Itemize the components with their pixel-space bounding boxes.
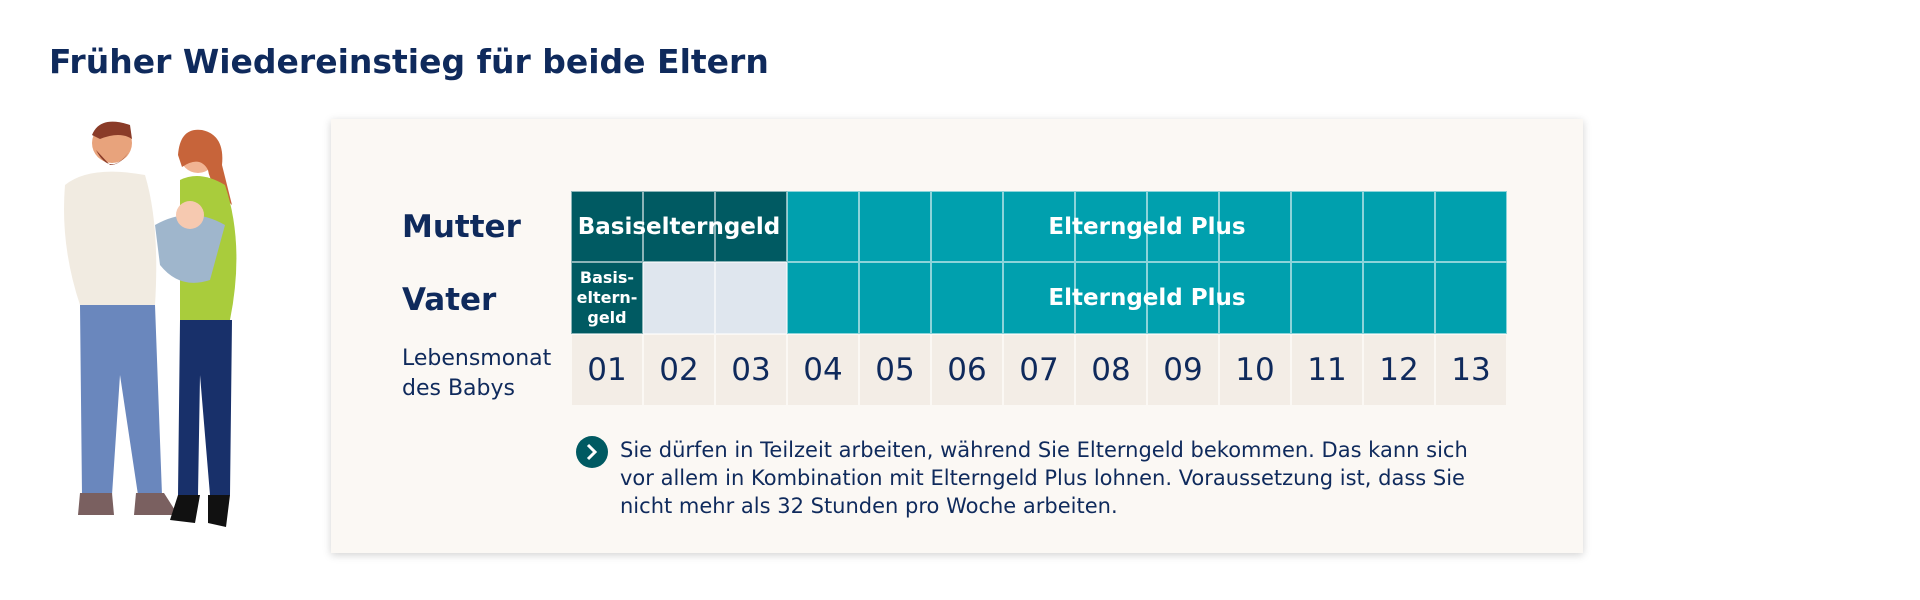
cell (1147, 191, 1219, 262)
month-cell: 10 (1219, 334, 1291, 406)
segment: Elterngeld Plus (787, 262, 1507, 334)
cell (859, 191, 931, 262)
month-cell: 06 (931, 334, 1003, 406)
month-cell: 02 (643, 334, 715, 406)
segment-label: Elterngeld Plus (1048, 285, 1246, 311)
cell (715, 191, 787, 262)
segment-label: Elterngeld Plus (1048, 213, 1246, 240)
months-label: Lebensmonat (402, 346, 552, 371)
segment-label-line: geld (587, 308, 627, 327)
cell (787, 191, 859, 262)
cell (1435, 191, 1507, 262)
cell (787, 262, 859, 334)
cell (571, 191, 643, 262)
note-icon (576, 436, 608, 468)
cell (1363, 191, 1435, 262)
segment: Basis-eltern-geld (571, 262, 643, 334)
month-cell: 11 (1291, 334, 1363, 406)
cell (1291, 191, 1363, 262)
segment: Basiselterngeld (571, 191, 787, 262)
month-cell: 04 (787, 334, 859, 406)
cell (571, 262, 643, 334)
cell (1147, 262, 1219, 334)
title: Früher Wiedereinstieg für beide Eltern (49, 42, 769, 81)
month-cell: 13 (1435, 334, 1507, 406)
months-label: des Babys (402, 376, 515, 401)
month-cell: 07 (1003, 334, 1075, 406)
month-cell: 12 (1363, 334, 1435, 406)
row-label: Mutter (402, 209, 521, 245)
cell (1075, 191, 1147, 262)
segment-label-line: eltern- (576, 288, 638, 307)
illustration (64, 121, 237, 527)
cell (1003, 191, 1075, 262)
cell (643, 262, 715, 334)
cell (643, 191, 715, 262)
cell (1363, 262, 1435, 334)
month-cell: 03 (715, 334, 787, 406)
cell (1291, 262, 1363, 334)
cell (1219, 191, 1291, 262)
month-cell: 05 (859, 334, 931, 406)
cell (931, 262, 1003, 334)
cell (1003, 262, 1075, 334)
cell (1435, 262, 1507, 334)
segment-label-line: Basis- (579, 268, 635, 287)
month-cell: 01 (571, 334, 643, 406)
segment-label: Basiselterngeld (577, 213, 781, 240)
note-text: Sie dürfen in Teilzeit arbeiten, während… (620, 438, 1468, 518)
month-cell: 08 (1075, 334, 1147, 406)
month-cell: 09 (1147, 334, 1219, 406)
cell (859, 262, 931, 334)
row-label: Vater (402, 282, 497, 318)
cell (931, 191, 1003, 262)
segment: Elterngeld Plus (787, 191, 1507, 262)
cell (1075, 262, 1147, 334)
cell (715, 262, 787, 334)
cell (1219, 262, 1291, 334)
